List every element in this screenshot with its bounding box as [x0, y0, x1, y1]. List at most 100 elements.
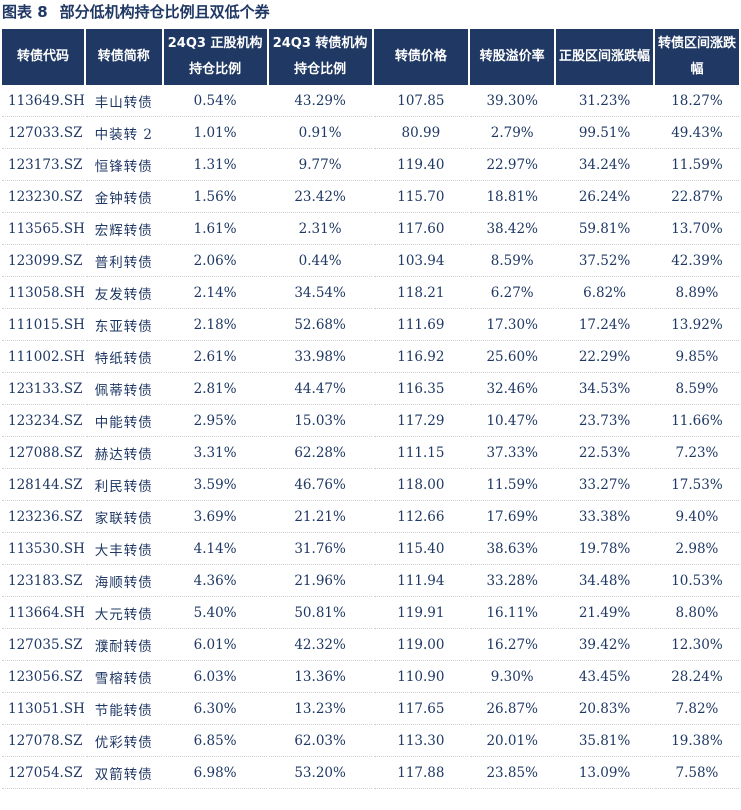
- figure-number: 图表 8: [2, 3, 48, 21]
- cell-bond-change: 13.92%: [654, 310, 739, 341]
- cell-stock-inst-holding: 6.03%: [163, 662, 267, 693]
- cell-conversion-premium: 16.11%: [470, 598, 555, 629]
- cell-bond-change: 42.39%: [654, 246, 739, 277]
- table-row: 113051.SH 节能转债 6.30% 13.23% 117.65 26.87% 20.8…: [2, 694, 739, 725]
- cell-bond-change: 9.85%: [654, 342, 739, 373]
- table-row: 127035.SZ 濮耐转债 6.01% 42.32% 119.00 16.27% 39.4…: [2, 630, 739, 661]
- cell-stock-change: 31.23%: [556, 86, 653, 117]
- cell-bond-change: 13.70%: [654, 214, 739, 245]
- cell-conversion-premium: 6.27%: [470, 278, 555, 309]
- cell-bond-change: 11.59%: [654, 150, 739, 181]
- cell-bond-inst-holding: 52.68%: [268, 310, 372, 341]
- cell-bond-code: 111002.SH: [2, 342, 84, 373]
- cell-bond-code: 123133.SZ: [2, 374, 84, 405]
- cell-bond-inst-holding: 23.42%: [268, 182, 372, 213]
- cell-bond-code: 113565.SH: [2, 214, 84, 245]
- table-row: 123183.SZ 海顺转债 4.36% 21.96% 111.94 33.28% 34.4…: [2, 566, 739, 597]
- cell-bond-inst-holding: 0.44%: [268, 246, 372, 277]
- cell-bond-price: 119.91: [373, 598, 469, 629]
- cell-stock-inst-holding: 2.06%: [163, 246, 267, 277]
- cell-bond-name: 东亚转债: [85, 310, 162, 341]
- cell-bond-price: 117.65: [373, 694, 469, 725]
- cell-bond-code: 123236.SZ: [2, 502, 84, 533]
- header-bond-name: 转债简称: [85, 29, 162, 85]
- cell-bond-price: 116.35: [373, 374, 469, 405]
- cell-conversion-premium: 20.01%: [470, 726, 555, 757]
- cell-bond-name: 大元转债: [85, 598, 162, 629]
- cell-bond-inst-holding: 34.54%: [268, 278, 372, 309]
- cell-bond-name: 雪榕转债: [85, 662, 162, 693]
- table-row: 123133.SZ 佩蒂转债 2.81% 44.47% 116.35 32.46% 34.5…: [2, 374, 739, 405]
- cell-bond-name: 恒锋转债: [85, 150, 162, 181]
- cell-bond-price: 112.66: [373, 502, 469, 533]
- cell-bond-change: 10.53%: [654, 566, 739, 597]
- cell-stock-inst-holding: 1.31%: [163, 150, 267, 181]
- cell-bond-code: 113664.SH: [2, 598, 84, 629]
- cell-conversion-premium: 32.46%: [470, 374, 555, 405]
- cell-conversion-premium: 22.97%: [470, 150, 555, 181]
- cell-bond-name: 海顺转债: [85, 566, 162, 597]
- cell-bond-price: 119.40: [373, 150, 469, 181]
- table-row: 123056.SZ 雪榕转债 6.03% 13.36% 110.90 9.30% 43.45…: [2, 662, 739, 693]
- cell-stock-change: 19.78%: [556, 534, 653, 565]
- cell-bond-inst-holding: 42.32%: [268, 630, 372, 661]
- cell-stock-change: 34.48%: [556, 566, 653, 597]
- cell-bond-inst-holding: 53.20%: [268, 758, 372, 789]
- table-row: 123173.SZ 恒锋转债 1.31% 9.77% 119.40 22.97% 34.24…: [2, 150, 739, 181]
- cell-bond-code: 113058.SH: [2, 278, 84, 309]
- cell-bond-code: 127054.SZ: [2, 758, 84, 789]
- cell-bond-change: 2.98%: [654, 534, 739, 565]
- cell-bond-inst-holding: 33.98%: [268, 342, 372, 373]
- cell-stock-inst-holding: 6.98%: [163, 758, 267, 789]
- cell-stock-change: 23.73%: [556, 406, 653, 437]
- cell-bond-inst-holding: 9.77%: [268, 150, 372, 181]
- cell-conversion-premium: 38.63%: [470, 534, 555, 565]
- cell-bond-code: 127078.SZ: [2, 726, 84, 757]
- cell-bond-name: 特纸转债: [85, 342, 162, 373]
- cell-stock-inst-holding: 4.36%: [163, 566, 267, 597]
- cell-bond-price: 117.88: [373, 758, 469, 789]
- table-row: 111015.SH 东亚转债 2.18% 52.68% 111.69 17.30% 17.2…: [2, 310, 739, 341]
- cell-conversion-premium: 8.59%: [470, 246, 555, 277]
- cell-bond-price: 80.99: [373, 118, 469, 149]
- cell-bond-code: 123183.SZ: [2, 566, 84, 597]
- cell-bond-code: 123230.SZ: [2, 182, 84, 213]
- cell-stock-change: 37.52%: [556, 246, 653, 277]
- cell-bond-inst-holding: 0.91%: [268, 118, 372, 149]
- cell-bond-name: 佩蒂转债: [85, 374, 162, 405]
- cell-bond-code: 128144.SZ: [2, 470, 84, 501]
- cell-bond-name: 中能转债: [85, 406, 162, 437]
- table-row: 127078.SZ 优彩转债 6.85% 62.03% 113.30 20.01% 35.8…: [2, 726, 739, 757]
- cell-bond-change: 22.87%: [654, 182, 739, 213]
- cell-bond-inst-holding: 21.96%: [268, 566, 372, 597]
- cell-bond-code: 127035.SZ: [2, 630, 84, 661]
- cell-conversion-premium: 17.69%: [470, 502, 555, 533]
- cell-bond-price: 113.30: [373, 726, 469, 757]
- cell-conversion-premium: 17.30%: [470, 310, 555, 341]
- cell-bond-price: 103.94: [373, 246, 469, 277]
- cell-bond-inst-holding: 44.47%: [268, 374, 372, 405]
- cell-stock-change: 39.42%: [556, 630, 653, 661]
- cell-stock-inst-holding: 1.01%: [163, 118, 267, 149]
- cell-bond-name: 利民转债: [85, 470, 162, 501]
- cell-bond-name: 大丰转债: [85, 534, 162, 565]
- cell-bond-inst-holding: 15.03%: [268, 406, 372, 437]
- cell-stock-change: 26.24%: [556, 182, 653, 213]
- cell-stock-inst-holding: 1.56%: [163, 182, 267, 213]
- cell-bond-change: 8.59%: [654, 374, 739, 405]
- cell-stock-inst-holding: 3.59%: [163, 470, 267, 501]
- table-row: 123230.SZ 金钟转债 1.56% 23.42% 115.70 18.81% 26.2…: [2, 182, 739, 213]
- cell-bond-inst-holding: 46.76%: [268, 470, 372, 501]
- cell-bond-code: 123056.SZ: [2, 662, 84, 693]
- cell-bond-change: 49.43%: [654, 118, 739, 149]
- cell-bond-change: 12.30%: [654, 630, 739, 661]
- cell-conversion-premium: 2.79%: [470, 118, 555, 149]
- table-row: 113664.SH 大元转债 5.40% 50.81% 119.91 16.11% 21.4…: [2, 598, 739, 629]
- cell-stock-change: 33.38%: [556, 502, 653, 533]
- cell-bond-code: 127088.SZ: [2, 438, 84, 469]
- cell-bond-inst-holding: 13.36%: [268, 662, 372, 693]
- table-row: 127033.SZ 中装转 2 1.01% 0.91% 80.99 2.79% 99.51%…: [2, 118, 739, 149]
- figure-caption: 部分低机构持仓比例且双低个券: [59, 3, 270, 21]
- cell-stock-change: 33.27%: [556, 470, 653, 501]
- cell-stock-inst-holding: 1.61%: [163, 214, 267, 245]
